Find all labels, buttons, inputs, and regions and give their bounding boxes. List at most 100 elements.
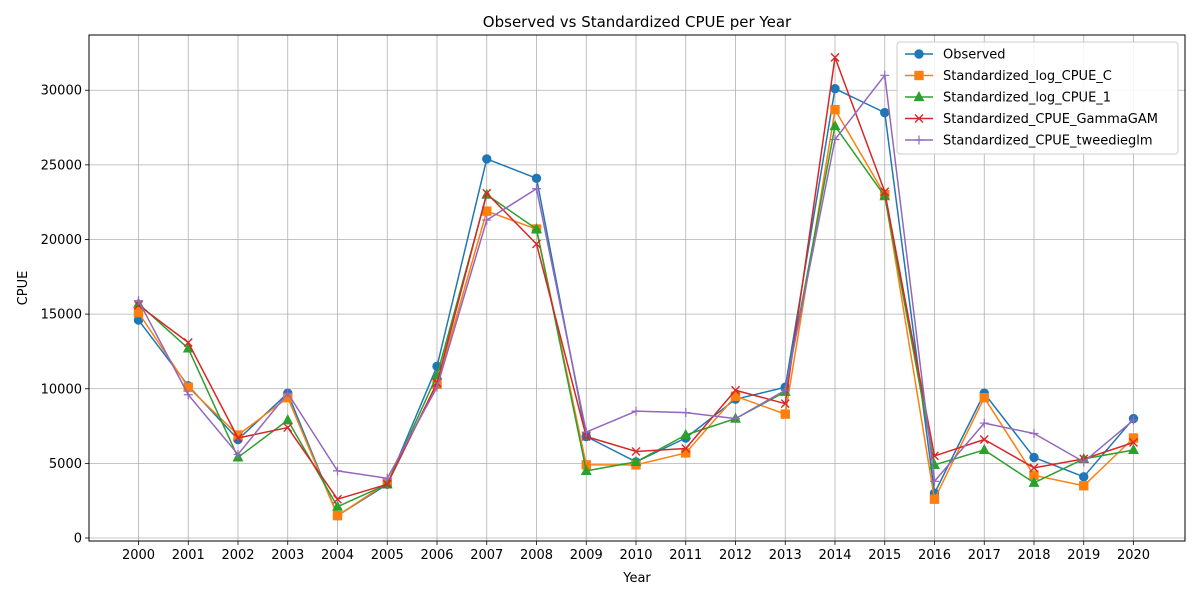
data-point	[333, 494, 342, 504]
data-point	[731, 414, 740, 424]
x-tick-label: 2010	[619, 548, 652, 563]
data-point	[731, 385, 740, 395]
data-point	[780, 385, 790, 395]
series-layer	[133, 52, 1139, 521]
legend-marker	[913, 90, 925, 102]
x-tick-label: 2002	[221, 548, 254, 563]
data-point	[134, 296, 143, 306]
legend-label: Observed	[943, 48, 1006, 63]
legend-item: Standardized_CPUE_tweedieglm	[905, 134, 1153, 149]
data-point	[332, 500, 343, 511]
data-point	[233, 430, 243, 440]
legend-label: Standardized_log_CPUE_C	[943, 69, 1112, 84]
x-tick-label: 2006	[420, 548, 453, 563]
data-point	[581, 427, 591, 437]
data-point	[978, 443, 990, 455]
legend-item: Standardized_CPUE_GammaGAM	[905, 112, 1158, 127]
x-tick-label: 2013	[769, 548, 802, 563]
data-point	[780, 399, 790, 409]
x-tick-label: 2009	[570, 548, 603, 563]
data-point	[830, 134, 840, 144]
data-point	[880, 70, 890, 80]
x-tick-label: 2003	[271, 548, 304, 563]
data-point	[333, 466, 342, 476]
x-tick-label: 2015	[868, 548, 901, 563]
legend-label: Standardized_CPUE_GammaGAM	[943, 112, 1158, 127]
data-point	[929, 494, 940, 504]
data-point	[531, 173, 542, 183]
data-point	[631, 446, 641, 456]
x-tick-label: 2011	[669, 548, 702, 563]
data-point	[930, 476, 939, 486]
data-point	[532, 184, 541, 194]
legend-marker	[914, 70, 924, 81]
data-point	[1128, 443, 1139, 455]
data-point	[1128, 433, 1139, 443]
x-tick-label: 2014	[818, 548, 851, 563]
data-point	[1029, 429, 1039, 439]
data-point	[283, 423, 293, 433]
x-tick-label: 2004	[321, 548, 354, 563]
legend-marker	[914, 114, 924, 123]
data-point	[630, 455, 642, 466]
legend-item: Observed	[905, 48, 1006, 63]
data-point	[880, 107, 890, 118]
data-point	[780, 409, 790, 419]
data-point	[282, 414, 294, 425]
legend-marker	[914, 135, 924, 145]
x-tick-label: 2018	[1017, 548, 1050, 563]
x-tick-label: 2012	[719, 548, 752, 563]
x-tick-label: 2005	[371, 548, 404, 563]
legend: Observed Standardized_log_CPUE_C Standardi…	[896, 41, 1179, 155]
data-point	[382, 473, 392, 483]
legend-item: Standardized_log_CPUE_1	[905, 91, 1111, 106]
data-point	[1129, 415, 1138, 425]
y-tick-label: 25000	[41, 158, 82, 173]
x-tick-label: 2019	[1067, 548, 1100, 563]
data-point	[531, 222, 542, 234]
x-tick-label: 2016	[918, 548, 951, 563]
legend-item: Standardized_log_CPUE_C	[905, 69, 1112, 84]
data-point	[1079, 472, 1089, 482]
data-point	[432, 382, 442, 392]
data-point	[979, 435, 989, 444]
data-point	[183, 337, 193, 347]
data-point	[332, 510, 343, 521]
data-point	[133, 307, 144, 318]
data-point	[1129, 437, 1138, 447]
data-point	[233, 433, 243, 443]
data-point	[979, 418, 989, 428]
y-tick-label: 5000	[49, 457, 82, 472]
legend-label: Standardized_log_CPUE_1	[943, 91, 1111, 106]
plot-frame	[88, 34, 1186, 542]
x-tick-label: 2017	[968, 548, 1001, 563]
data-point	[681, 408, 691, 418]
data-point	[830, 104, 840, 115]
data-point	[1079, 481, 1089, 491]
x-axis-label: Year	[622, 571, 651, 586]
data-point	[680, 428, 692, 440]
legend-label: Standardized_CPUE_tweedieglm	[943, 134, 1153, 149]
y-tick-label: 10000	[41, 382, 82, 397]
y-tick-label: 0	[74, 532, 82, 547]
series-Standardized_CPUE_tweedieglm	[134, 70, 1138, 486]
data-point	[880, 187, 890, 197]
data-point	[283, 388, 293, 398]
data-point	[1028, 476, 1040, 487]
data-point	[382, 479, 392, 489]
data-point	[681, 448, 691, 458]
x-tick-label: 2020	[1117, 548, 1150, 563]
x-tick-label: 2000	[122, 548, 155, 563]
data-point	[183, 390, 193, 400]
y-tick-label: 20000	[41, 233, 82, 248]
x-tick-label: 2008	[520, 548, 553, 563]
data-point	[631, 406, 641, 416]
data-point	[1079, 457, 1089, 467]
data-point	[1029, 463, 1039, 473]
y-axis-label: CPUE	[16, 271, 31, 306]
data-point	[1029, 452, 1039, 463]
data-point	[830, 52, 840, 62]
data-point	[580, 464, 592, 475]
data-point	[482, 188, 492, 198]
